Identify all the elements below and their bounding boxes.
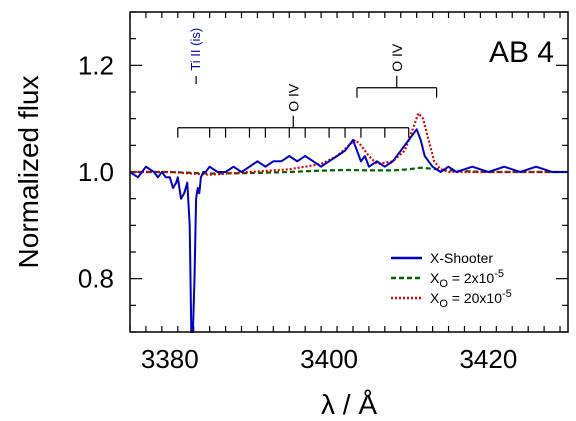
legend-label-exp: -5 [494,268,504,280]
series-lines [129,112,568,333]
y-tick-label: 1.0 [78,157,114,187]
legend-label-0: X-Shooter [430,250,493,266]
legend-label-value: = 2x10 [448,270,495,286]
legend-label-main: X [430,290,440,306]
plot-frame [129,11,569,333]
legend-label-sub: O [439,278,448,290]
line-identifications: Ti II (is) O IV O IV [177,28,438,138]
legend-label-sub: O [439,298,448,310]
legend-label-main: X [430,270,440,286]
chart-title: AB 4 [489,36,554,69]
y-tick-label: 0.8 [78,264,114,294]
series-line-x-o-2x10-5 [130,166,568,175]
ti-ii-label: Ti II (is) [188,28,203,71]
x-tick-label: 3380 [141,344,199,374]
legend-label-1: XO = 2x10-5 [430,268,504,290]
x-tick-label: 3400 [300,344,358,374]
legend-label-exp: -5 [502,288,512,300]
legend-label-2: XO = 20x10-5 [430,288,512,310]
x-axis-label: λ / Å [321,389,377,420]
series-line-x-shooter [129,128,568,333]
x-tick-label: 3420 [459,344,517,374]
tick-labels: 3380 3400 3420 0.8 1.0 1.2 [78,50,517,374]
y-axis-label: Normalized flux [13,76,44,269]
y-tick-label: 1.2 [78,50,114,80]
legend-label-value: = 20x10 [448,290,502,306]
o-iv-bracket-b-label: O IV [389,43,405,72]
o-iv-bracket-a-label: O IV [285,83,301,112]
